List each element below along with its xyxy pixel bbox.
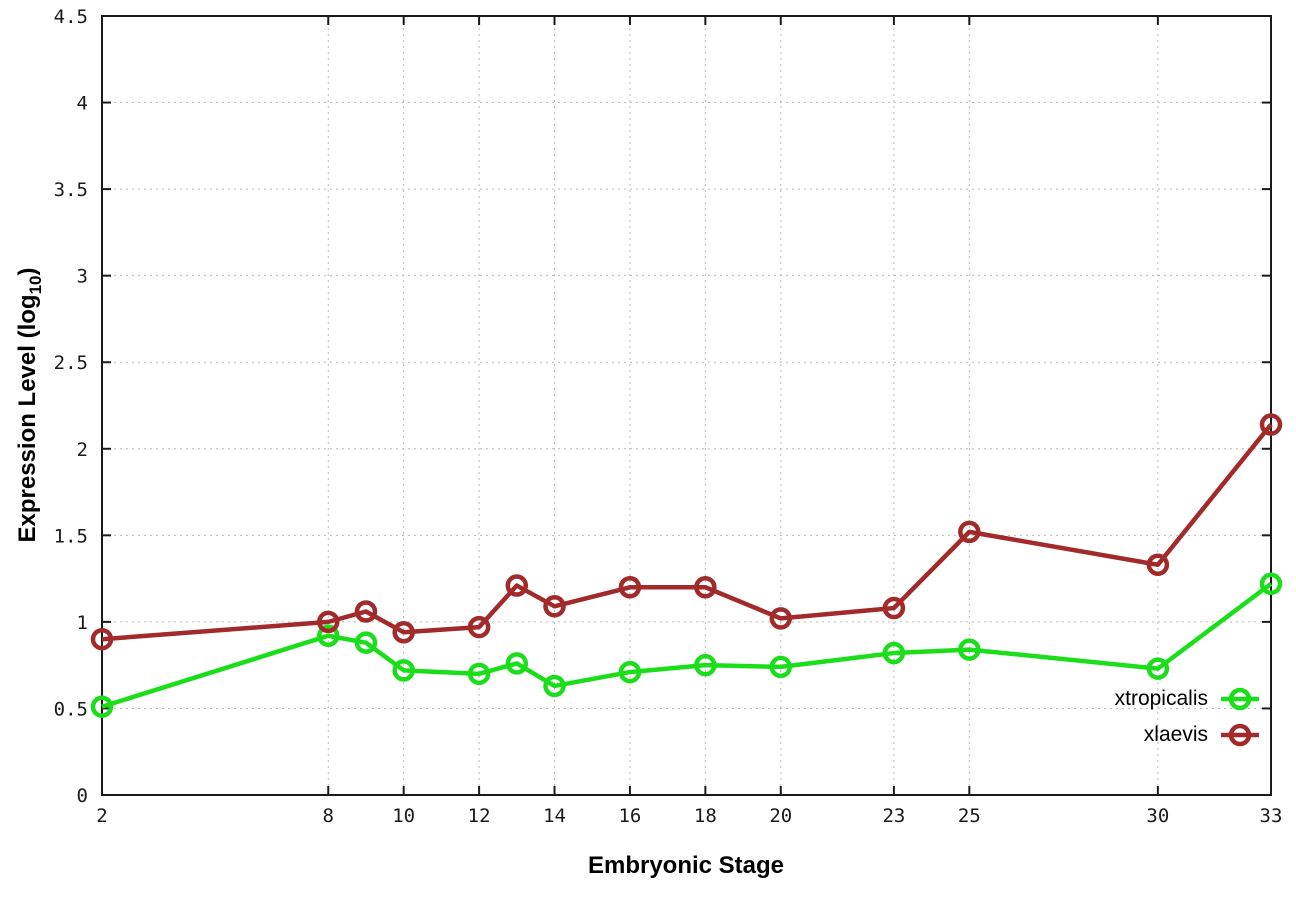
x-tick-label: 16 <box>618 805 641 827</box>
data-point-xlaevis-stage-33 <box>1259 413 1283 436</box>
data-point-xtropicalis-stage-14 <box>543 674 566 698</box>
y-tick-label: 3.5 <box>54 179 88 201</box>
data-point-xtropicalis-stage-10 <box>392 659 415 682</box>
data-point-xlaevis-stage-20 <box>769 607 793 630</box>
legend-marker-icon <box>1221 723 1259 747</box>
y-tick-label: 2 <box>77 439 88 461</box>
x-tick-label: 12 <box>468 805 491 827</box>
data-point-xtropicalis-stage-16 <box>618 660 642 684</box>
data-point-xtropicalis-stage-20 <box>769 655 793 679</box>
y-tick-label: 1.5 <box>54 525 88 547</box>
legend: xtropicalis xlaevis <box>1000 681 1262 753</box>
x-tick-label: 2 <box>96 805 107 827</box>
data-point-xtropicalis-stage-12 <box>467 662 491 686</box>
data-point-xlaevis-stage-2 <box>90 627 114 651</box>
y-tick-label: 1 <box>77 612 88 634</box>
data-point-xtropicalis-stage-18 <box>694 653 717 677</box>
x-tick-label: 30 <box>1146 805 1169 827</box>
data-point-xlaevis-stage-18 <box>694 576 717 599</box>
y-tick-label: 4.5 <box>54 6 88 28</box>
y-tick-label: 2.5 <box>54 352 88 374</box>
x-tick-label: 25 <box>958 805 981 827</box>
data-point-xlaevis-stage-13 <box>505 574 529 597</box>
x-tick-label: 14 <box>543 805 566 827</box>
legend-item-xtropicalis: xtropicalis <box>1000 681 1262 717</box>
y-tick-label: 0 <box>77 785 88 807</box>
data-point-xtropicalis-stage-9 <box>354 631 378 654</box>
y-tick-label: 3 <box>77 266 88 288</box>
y-axis-title: Expression Level (log10) <box>14 267 45 543</box>
data-point-xtropicalis-stage-8 <box>317 624 340 647</box>
data-point-xlaevis-stage-23 <box>882 596 906 620</box>
data-point-xtropicalis-stage-13 <box>505 652 529 675</box>
legend-label: xlaevis <box>1143 723 1208 746</box>
x-tick-label: 33 <box>1260 805 1283 827</box>
plot-border <box>101 15 1272 796</box>
data-point-xlaevis-stage-16 <box>618 576 642 599</box>
data-point-xtropicalis-stage-33 <box>1259 572 1283 596</box>
x-tick-label: 18 <box>694 805 717 827</box>
data-point-xlaevis-stage-8 <box>317 610 340 634</box>
legend-label: xtropicalis <box>1114 687 1208 710</box>
y-tick-label: 4 <box>77 93 88 115</box>
x-tick-label: 8 <box>323 805 334 827</box>
data-point-xlaevis-stage-12 <box>467 615 491 639</box>
series-line-xlaevis <box>101 423 1273 642</box>
x-tick-label: 20 <box>769 805 792 827</box>
data-point-xtropicalis-stage-23 <box>882 641 906 665</box>
data-point-xlaevis-stage-10 <box>392 621 415 644</box>
data-point-xtropicalis-stage-30 <box>1146 657 1170 680</box>
data-point-xlaevis-stage-30 <box>1146 553 1170 577</box>
data-point-xlaevis-stage-14 <box>543 595 566 618</box>
legend-marker-icon <box>1221 687 1259 711</box>
x-tick-label: 10 <box>392 805 415 827</box>
y-tick-label: 0.5 <box>54 698 88 720</box>
legend-item-xlaevis: xlaevis <box>1000 717 1262 753</box>
data-point-xlaevis-stage-9 <box>354 600 378 623</box>
data-point-xtropicalis-stage-25 <box>958 638 981 661</box>
x-axis-title: Embryonic Stage <box>587 852 785 879</box>
x-tick-label: 23 <box>882 805 905 827</box>
data-point-xtropicalis-stage-2 <box>90 695 114 718</box>
data-point-xlaevis-stage-25 <box>958 520 981 544</box>
